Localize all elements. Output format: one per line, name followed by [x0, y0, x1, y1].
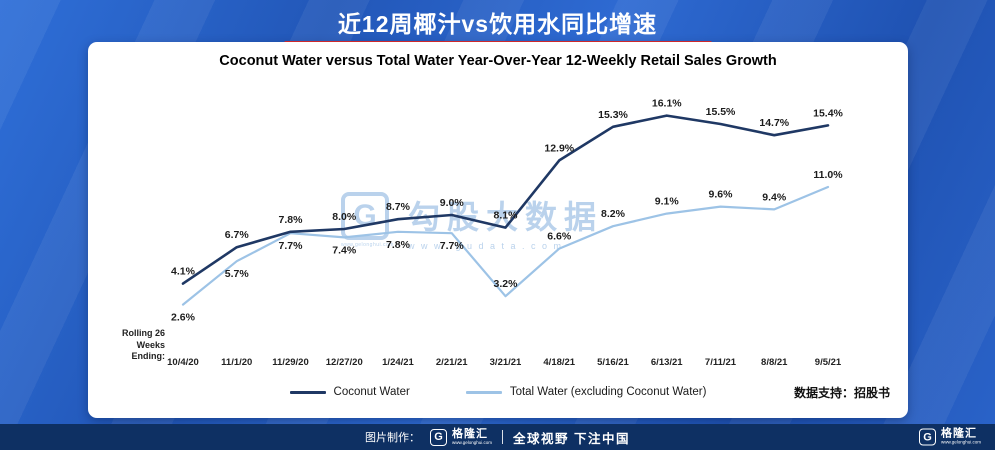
legend-line-coconut-icon [289, 390, 326, 394]
data-label: 6.7% [225, 229, 250, 241]
footer-center: 图片制作： G 格隆汇 www.gelonghui.com 全球视野 下注中国 [365, 428, 630, 447]
gelonghui-logo-right-letter: G [923, 431, 932, 443]
page-title: 近12周椰汁vs饮用水同比增速 [337, 11, 658, 37]
data-label: 7.7% [279, 240, 304, 252]
watermark-logo-url: www.gelonghui.com [341, 242, 394, 248]
data-label: 12.9% [544, 142, 574, 154]
data-label: 15.3% [598, 109, 628, 121]
x-axis-label: 6/13/21 [651, 357, 683, 368]
x-axis-label: 2/21/21 [436, 357, 468, 368]
data-label: 15.5% [706, 106, 736, 118]
x-axis-label: 10/4/20 [167, 357, 199, 368]
data-label: 5.7% [225, 268, 250, 280]
footer-bar: 图片制作： G 格隆汇 www.gelonghui.com 全球视野 下注中国 … [0, 424, 995, 450]
series-line-coconut [181, 114, 830, 285]
watermark-url: www.gudata.com [407, 241, 568, 251]
x-axis-label: 12/27/20 [326, 357, 363, 368]
data-label: 2.6% [171, 312, 196, 324]
footer-slogan: 全球视野 下注中国 [513, 431, 630, 446]
data-label: 8.2% [601, 208, 626, 220]
data-label: 8.1% [494, 210, 519, 222]
legend-line-total-icon [465, 390, 502, 394]
data-label: 11.0% [813, 169, 843, 181]
watermark: G www.gelonghui.com 勾股大数据 www.gudata.com [341, 192, 603, 251]
x-axis-label: 8/8/21 [761, 357, 788, 368]
data-label: 9.6% [709, 189, 734, 201]
gelonghui-logo-url: www.gelonghui.com [451, 439, 493, 445]
gelonghui-logo-name: 格隆汇 [451, 427, 488, 440]
x-axis-label: 11/1/20 [221, 357, 252, 368]
x-axis-label: 7/11/21 [705, 357, 737, 368]
data-label: 8.7% [386, 201, 411, 213]
chart-title: Coconut Water versus Total Water Year-Ov… [219, 53, 777, 69]
gelonghui-logo-letter: G [434, 431, 443, 443]
line-chart: 10/4/20 11/1/20 11/29/20 12/27/20 1/24/21 2/2… [167, 98, 843, 368]
gelonghui-logo-right-text: 格隆汇 www.gelonghui.com [940, 427, 981, 446]
x-axis-label: 5/16/21 [597, 357, 629, 368]
data-label: 16.1% [652, 98, 682, 110]
data-label: 6.6% [547, 231, 572, 243]
series-line-total [181, 185, 830, 306]
data-label: 8.0% [332, 211, 357, 223]
x-axis-label: 11/29/20 [272, 357, 308, 368]
gelonghui-logo-right-name: 格隆汇 [940, 427, 977, 440]
legend-item-coconut-water: Coconut Water [289, 386, 410, 398]
data-label: 7.7% [440, 240, 465, 252]
rolling-weeks-label: Rolling 26 Weeks Ending: [121, 328, 165, 361]
legend-item-total-water: Total Water (excluding Coconut Water) [465, 386, 707, 398]
footer-divider [502, 430, 504, 444]
x-axis-label: 3/21/21 [490, 357, 522, 368]
data-label: 7.4% [332, 244, 357, 256]
gelonghui-logo-icon: G [429, 428, 447, 446]
chart-legend: Coconut Water Total Water (excluding Coc… [88, 386, 908, 398]
data-label: 9.4% [762, 191, 787, 203]
x-axis-label: 4/18/21 [543, 357, 575, 368]
footer-made-by-label: 图片制作： [364, 432, 420, 444]
data-label: 14.7% [759, 117, 789, 129]
data-label: 9.1% [655, 196, 680, 208]
legend-label-total-water: Total Water (excluding Coconut Water) [509, 386, 707, 398]
gelonghui-logo-right: G 格隆汇 www.gelonghui.com [918, 427, 981, 446]
x-axis-label: 1/24/21 [382, 357, 414, 368]
data-label: 4.1% [171, 266, 196, 278]
data-label: 9.0% [440, 197, 465, 209]
gelonghui-logo-right-url: www.gelonghui.com [940, 439, 981, 445]
data-label: 7.8% [386, 239, 411, 251]
data-label: 15.4% [813, 107, 843, 119]
chart-area: G www.gelonghui.com 勾股大数据 www.gudata.com… [103, 80, 893, 380]
data-label: 7.8% [279, 214, 304, 226]
gelonghui-logo: G 格隆汇 www.gelonghui.com [429, 427, 493, 446]
x-axis-label: 9/5/21 [815, 357, 842, 368]
gelonghui-logo-right-icon: G [918, 428, 936, 446]
data-label: 3.2% [494, 278, 519, 290]
legend-label-coconut-water: Coconut Water [333, 386, 410, 398]
gelonghui-logo-text: 格隆汇 www.gelonghui.com [451, 427, 493, 446]
chart-card: Coconut Water versus Total Water Year-Ov… [88, 42, 908, 418]
data-source-note: 数据支持：招股书 [793, 386, 890, 400]
header: 近12周椰汁vs饮用水同比增速 [0, 0, 995, 45]
